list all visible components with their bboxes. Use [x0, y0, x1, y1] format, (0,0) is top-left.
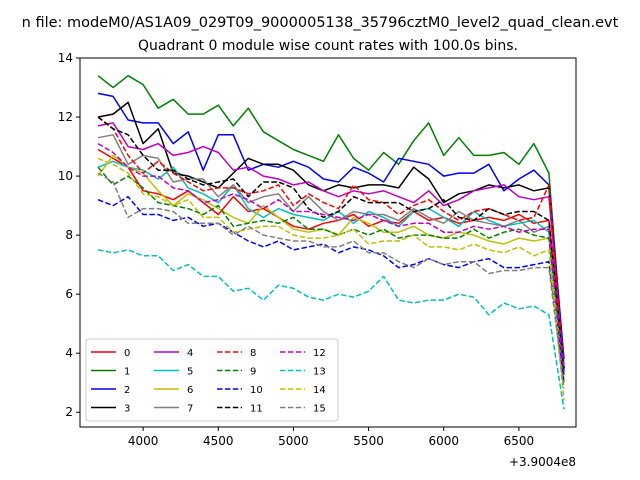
x-tick-label: 6500 [504, 434, 535, 448]
y-tick-label: 12 [58, 110, 73, 124]
legend-label-11: 11 [250, 404, 263, 415]
figure-suptitle: n file: modeM0/AS1A09_029T09_9000005138_… [22, 15, 619, 31]
legend-label-9: 9 [250, 367, 256, 378]
series-line-2 [97, 92, 565, 360]
series-line-9 [97, 166, 565, 377]
plot-frame [79, 57, 577, 428]
x-axis: 4000 4500 5000 5500 6000 6500 [128, 427, 534, 448]
x-tick-label: 4000 [128, 434, 159, 448]
legend-label-12: 12 [313, 348, 326, 359]
x-tick-label: 5500 [353, 434, 384, 448]
y-axis: 2 4 6 8 10 12 14 [58, 51, 80, 419]
series-line-3 [97, 101, 565, 369]
y-tick-label: 4 [65, 346, 73, 360]
legend-box [85, 338, 339, 422]
legend-label-7: 7 [187, 404, 193, 415]
legend-label-1: 1 [124, 367, 130, 378]
series-line-1 [97, 74, 565, 369]
series-line-11 [97, 116, 565, 371]
legend-label-10: 10 [250, 385, 263, 396]
legend-label-14: 14 [313, 385, 326, 396]
legend-label-4: 4 [187, 348, 193, 359]
y-tick-label: 10 [58, 169, 73, 183]
legend-label-6: 6 [187, 385, 193, 396]
x-offset-label: +3.9004e8 [509, 455, 576, 469]
legend-label-15: 15 [313, 404, 326, 415]
legend-label-0: 0 [124, 348, 130, 359]
x-tick-label: 4500 [203, 434, 234, 448]
series-line-6 [97, 154, 565, 383]
legend-label-5: 5 [187, 367, 193, 378]
series-line-13 [97, 249, 565, 410]
x-tick-label: 5000 [278, 434, 309, 448]
series-line-15 [97, 172, 565, 389]
series-line-10 [97, 195, 565, 383]
series-layer [97, 74, 565, 410]
series-line-12 [97, 142, 565, 371]
y-tick-label: 8 [65, 228, 73, 242]
y-tick-label: 14 [58, 51, 73, 65]
legend-label-13: 13 [313, 367, 326, 378]
legend-label-2: 2 [124, 385, 130, 396]
series-line-0 [97, 148, 565, 369]
series-line-4 [97, 122, 565, 369]
y-tick-label: 2 [65, 405, 73, 419]
chart-title: Quadrant 0 module wise count rates with … [138, 38, 518, 54]
series-line-8 [97, 116, 565, 374]
legend-label-8: 8 [250, 348, 256, 359]
series-line-14 [97, 157, 565, 401]
y-tick-label: 6 [65, 287, 73, 301]
x-tick-label: 6000 [428, 434, 459, 448]
legend-label-3: 3 [124, 404, 130, 415]
